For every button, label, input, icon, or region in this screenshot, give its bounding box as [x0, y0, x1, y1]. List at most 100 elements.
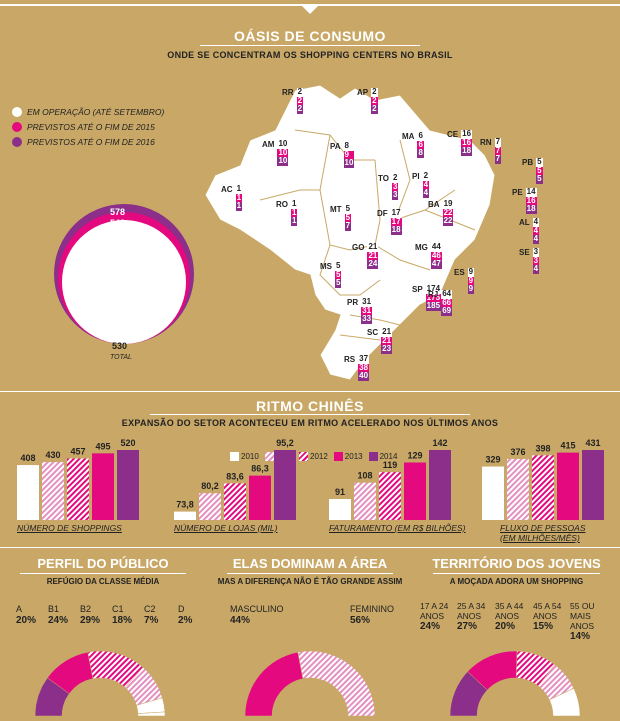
state-value: 46 [430, 250, 442, 260]
state-code: RN [480, 138, 492, 147]
donut-value: 20% [495, 621, 516, 632]
state-pi: PI 2 4 4 [412, 171, 430, 198]
state-sc: SC 21 21 23 [367, 327, 393, 354]
bar [429, 450, 451, 520]
state-code: MA [402, 132, 415, 141]
bar-value-label: 415 [560, 441, 575, 451]
state-ap: AP 2 2 2 [357, 87, 378, 114]
donut-category: B2 [80, 604, 92, 614]
year-swatch [299, 452, 308, 461]
title-rule [200, 45, 420, 46]
donut-title-rule [20, 573, 186, 574]
map-borders [259, 129, 476, 341]
state-value: 33 [361, 314, 373, 324]
year-label: 2010 [241, 452, 259, 461]
donut-category: 35 A 44 [495, 601, 524, 611]
state-value: 2 [371, 95, 378, 105]
state-value: 38 [358, 362, 370, 372]
state-value: 21 [367, 250, 379, 260]
state-code: SP [412, 285, 423, 294]
state-go: GO 21 21 24 [352, 242, 379, 269]
bar-chart-caption: (EM MILHÕES/MÊS) [500, 533, 580, 543]
state-value: 6 [417, 139, 424, 149]
state-value: 3 [391, 181, 399, 191]
donut-title-rule [433, 573, 600, 574]
donut-value: 24% [48, 615, 69, 626]
bar [582, 450, 604, 520]
state-value: 40 [358, 371, 370, 381]
page-title: OÁSIS DE CONSUMO [234, 28, 386, 44]
state-value: 22 [442, 207, 454, 217]
total-2016-value: 578 [110, 207, 126, 217]
state-code: MT [330, 205, 342, 214]
donut-category: MAIS [570, 611, 591, 621]
state-value: 4 [532, 264, 540, 274]
brazil-map [204, 84, 496, 381]
state-values: 16 16 18 [461, 129, 473, 156]
state-pb: PB 5 5 5 [522, 157, 543, 184]
donut-value: 29% [80, 615, 101, 626]
state-value: 66 [441, 297, 453, 307]
state-value: 16 [525, 195, 537, 205]
state-value: 185 [425, 301, 442, 311]
ritmo-title-rule [150, 414, 470, 415]
state-ac: AC 1 1 1 [221, 184, 243, 211]
state-ce: CE 16 16 18 [447, 129, 473, 156]
state-values: 14 16 18 [525, 187, 537, 214]
page-subtitle: ONDE SE CONCENTRAM OS SHOPPING CENTERS N… [167, 50, 453, 60]
state-values: 19 22 22 [442, 199, 454, 226]
bar-chart-caption: FATURAMENTO (EM R$ BILHÕES) [329, 523, 466, 533]
state-value: 10 [277, 139, 289, 149]
donut-category: ANOS [495, 611, 520, 621]
donut-category: D [178, 604, 185, 614]
state-value: 2 [391, 173, 399, 183]
bar-value-label: 91 [335, 487, 345, 497]
donut-title: PERFIL DO PÚBLICO [37, 556, 169, 571]
donut-category: B1 [48, 604, 60, 614]
state-mg: MG 44 46 47 [415, 242, 442, 269]
donut-value: 44% [230, 615, 251, 626]
state-pa: PA 8 9 10 [330, 141, 355, 168]
legend-label: PREVISTOS ATÉ O FIM DE 2015 [27, 122, 155, 132]
state-ba: BA 19 22 22 [428, 199, 454, 226]
state-value: 19 [442, 199, 454, 209]
state-value: 10 [277, 147, 289, 157]
state-value: 2 [371, 87, 378, 97]
state-value: 2 [296, 95, 304, 105]
state-values: 17 17 18 [390, 208, 402, 235]
state-values: 31 31 33 [361, 297, 373, 324]
state-value: 1 [291, 207, 298, 217]
bar [174, 511, 196, 520]
donut-slice [137, 711, 166, 717]
state-am: AM 10 10 10 [262, 139, 289, 166]
bar-value-label: 430 [45, 450, 60, 460]
donut-chart-1 [244, 650, 376, 717]
donut-subtitle: MAS A DIFERENÇA NÃO É TÃO GRANDE ASSIM [217, 577, 403, 586]
state-value: 10 [277, 156, 289, 166]
bar [482, 466, 504, 520]
year-swatch [368, 452, 378, 461]
state-code: TO [378, 174, 389, 183]
legend-swatch [12, 137, 22, 147]
state-value: 174 [425, 284, 442, 294]
state-value: 4 [532, 234, 540, 244]
bar-value-label: 408 [20, 453, 35, 463]
state-value: 9 [343, 150, 355, 159]
ritmo-subtitle: EXPANSÃO DO SETOR ACONTECEU EM RITMO ACE… [121, 418, 499, 428]
legend-item: PREVISTOS ATÉ O FIM DE 2015 [12, 122, 155, 132]
state-values: 174 175 185 [425, 284, 442, 311]
state-code: PE [512, 188, 523, 197]
legend-label: EM OPERAÇÃO (ATÉ SETEMBRO) [27, 107, 165, 117]
state-mt: MT 5 5 7 [330, 204, 352, 231]
state-value: 5 [335, 278, 342, 288]
bar-chart-caption: NÚMERO DE SHOPPINGS [17, 523, 122, 533]
bar-value-label: 86,3 [251, 464, 269, 474]
state-value: 8 [343, 141, 355, 151]
